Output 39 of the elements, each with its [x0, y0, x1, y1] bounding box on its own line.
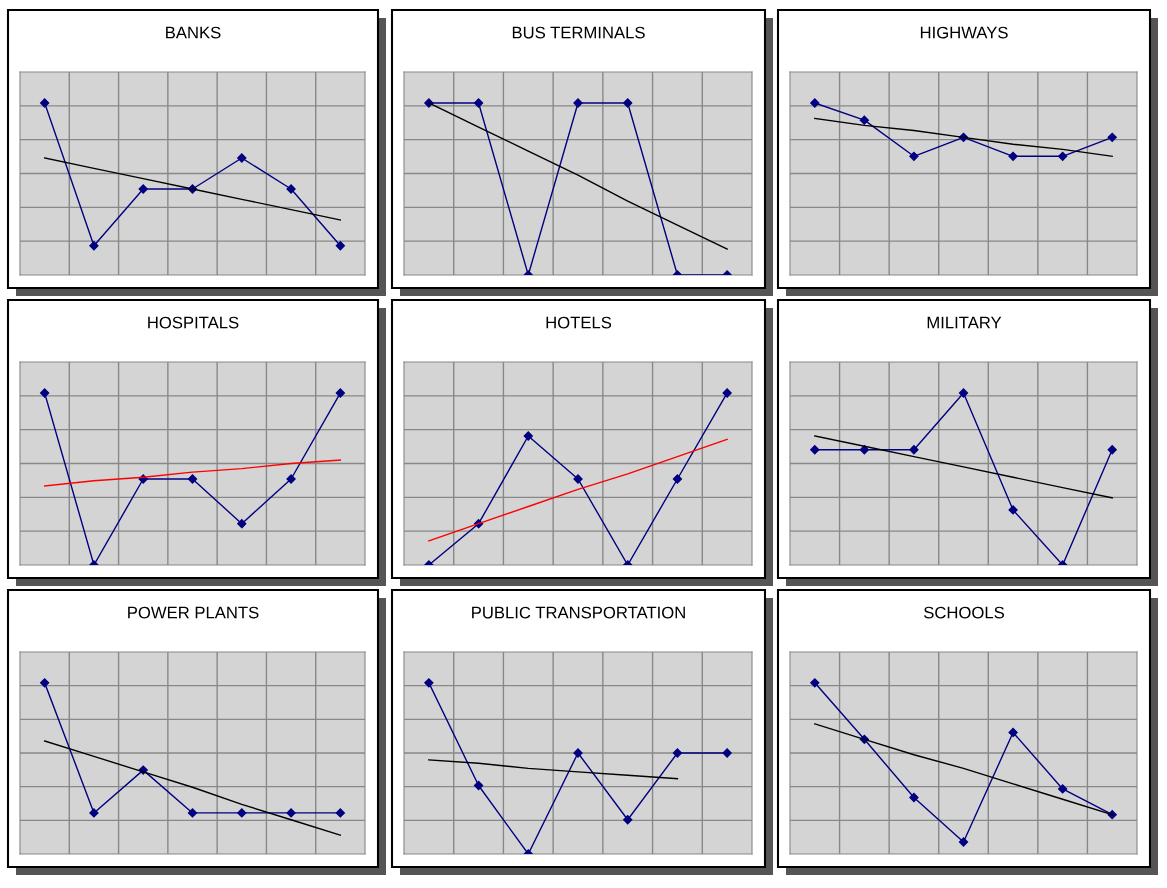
- point: [958, 388, 969, 398]
- chart-title: PUBLIC TRANSPORTATION: [472, 606, 685, 619]
- point: [237, 153, 247, 163]
- point: [1008, 727, 1018, 738]
- point: [1008, 505, 1018, 515]
- point: [722, 748, 732, 758]
- point: [89, 241, 99, 251]
- point: [1107, 445, 1117, 455]
- point: [286, 184, 296, 194]
- chart-title: SCHOOLS: [924, 606, 1004, 619]
- point: [523, 431, 533, 441]
- point: [1058, 784, 1068, 794]
- point: [672, 474, 683, 484]
- point: [1008, 151, 1018, 161]
- point: [138, 184, 148, 194]
- point: [810, 445, 820, 455]
- point: [1107, 132, 1117, 142]
- point: [909, 792, 919, 803]
- chart-title: MILITARY: [927, 316, 1002, 329]
- point: [722, 388, 732, 398]
- point: [810, 98, 820, 108]
- chart-title: BUS TERMINALS: [512, 26, 645, 39]
- point: [40, 98, 50, 108]
- point: [623, 815, 633, 825]
- point: [1058, 151, 1068, 161]
- point: [810, 678, 820, 688]
- chart-title: POWER PLANTS: [128, 606, 259, 619]
- point: [335, 241, 345, 251]
- point: [672, 748, 683, 758]
- point: [859, 445, 869, 455]
- point: [424, 678, 434, 688]
- chart-title: HIGHWAYS: [920, 26, 1008, 39]
- chart-title: BANKS: [166, 26, 221, 39]
- chart-title: HOSPITALS: [148, 316, 239, 329]
- point: [958, 837, 969, 847]
- point: [909, 445, 919, 455]
- chart-title: HOTELS: [546, 316, 612, 329]
- point: [859, 115, 869, 125]
- point: [909, 151, 919, 161]
